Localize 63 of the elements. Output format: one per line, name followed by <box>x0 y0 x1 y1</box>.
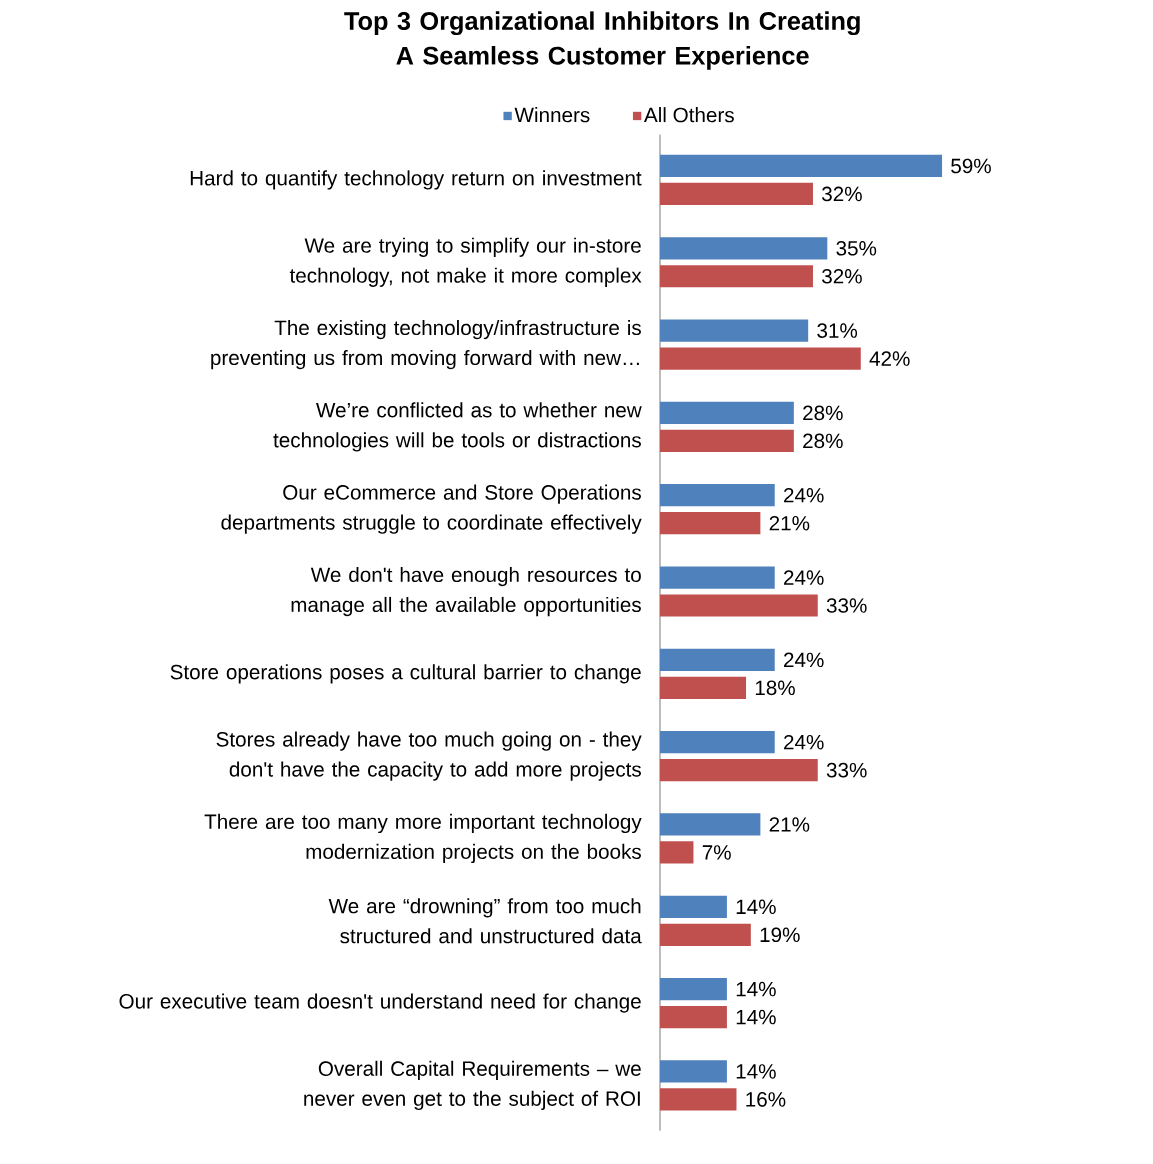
bar <box>659 923 751 946</box>
bar <box>659 566 775 589</box>
bar <box>659 841 694 864</box>
data-label: 24% <box>783 734 824 750</box>
data-label: 19% <box>760 927 800 943</box>
bar <box>659 182 813 206</box>
data-label: 35% <box>836 240 877 256</box>
y-tick-label: We don't have enough resources to manage all the available opportunities <box>291 566 641 617</box>
bar <box>659 648 775 671</box>
y-tick-label: Our executive team doesn't understand need for change <box>119 993 641 1013</box>
bar <box>659 1060 727 1083</box>
data-label: 14% <box>736 1064 776 1079</box>
bar <box>659 429 794 452</box>
y-tick-label: Store operations poses a cultural barrier to change <box>170 664 641 684</box>
y-tick-label: We are trying to simplify our in-store technology, not make it more complex <box>289 237 642 287</box>
data-label: 59% <box>950 158 991 174</box>
bar <box>659 813 761 836</box>
data-label: 21% <box>769 817 810 832</box>
y-tick-label: Hard to quantify technology return on investment <box>190 170 642 190</box>
data-label: 14% <box>736 899 776 915</box>
bar <box>659 676 746 699</box>
data-label: 21% <box>769 515 810 531</box>
data-label: 14% <box>736 981 776 997</box>
data-label: 33% <box>826 762 867 778</box>
data-label: 14% <box>736 1009 776 1025</box>
data-label: 42% <box>869 351 910 366</box>
data-label: 24% <box>783 487 824 503</box>
legend-label: All Others <box>643 107 734 123</box>
bar <box>659 895 727 918</box>
y-tick-label: Stores already have too much going on - they don't have the capacity to add more projects <box>216 731 642 781</box>
data-label: 24% <box>783 570 824 585</box>
bar <box>659 154 942 178</box>
bar <box>659 319 809 342</box>
data-label: 24% <box>783 652 824 668</box>
data-label: 7% <box>702 845 731 860</box>
y-tick-label: The existing technology/infrastructure is preventing us from moving forward with new… <box>211 319 641 370</box>
data-label: 32% <box>821 268 862 284</box>
y-tick-label: Our eCommerce and Store Operations departments struggle to coordinate effectively <box>221 484 642 534</box>
y-tick-label: There are too many more important technology modernization projects on the books <box>204 813 642 864</box>
bar <box>659 401 794 425</box>
legend-label: Winners <box>514 107 590 123</box>
y-tick-label: We’re conflicted as to whether new technologies will be tools or distractions <box>273 402 642 452</box>
bar <box>659 731 775 754</box>
bar <box>659 594 818 617</box>
bar <box>659 347 861 370</box>
bar <box>659 977 727 1001</box>
data-label: 18% <box>755 680 795 696</box>
bar <box>659 237 828 260</box>
chart-title: Top 3 Organizational Inhibitors In Creating A Seamless Customer Experience <box>344 11 860 70</box>
y-tick-label: Overall Capital Requirements – we never even get to the subject of ROI <box>304 1060 641 1111</box>
bar <box>659 1088 737 1111</box>
data-label: 28% <box>803 433 843 449</box>
data-label: 32% <box>821 186 862 202</box>
bar <box>659 1005 727 1029</box>
data-label: 28% <box>803 405 843 421</box>
bar <box>659 265 813 288</box>
data-label: 33% <box>826 598 867 613</box>
bar <box>659 512 761 535</box>
y-tick-label: We are “drowning” from too much structured and unstructured data <box>328 898 642 944</box>
data-label: 16% <box>746 1092 786 1107</box>
bar <box>659 759 818 782</box>
bar <box>659 484 775 507</box>
data-label: 31% <box>817 323 857 338</box>
